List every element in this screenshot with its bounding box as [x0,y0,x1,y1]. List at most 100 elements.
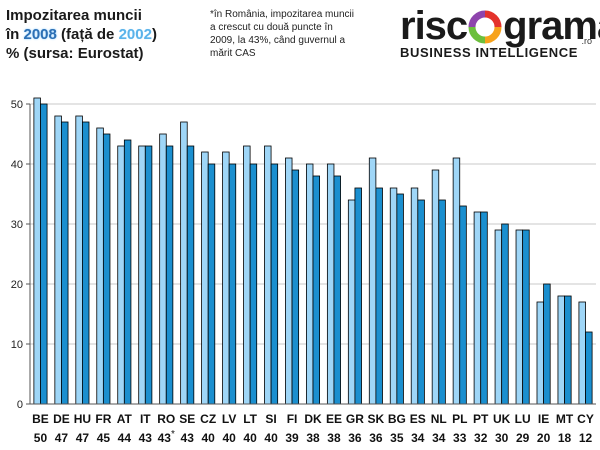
x-tick-label-FR: FR [95,412,111,426]
footnote: *în România, impozitarea muncii a crescu… [210,9,354,59]
bar-2008-FR [102,133,111,405]
bar-2008-IE [543,283,551,405]
bar-2008-GR [354,187,362,405]
bar-2008-LV [228,163,237,405]
value-label-ES: 34 [411,431,425,445]
y-tick-label: 40 [11,159,23,171]
x-tick-label-MT: MT [556,412,574,426]
bar-2008-DK [312,175,320,405]
x-tick-label-EE: EE [326,412,342,426]
bar-2002-DK [305,163,314,405]
y-tick-label: 50 [11,99,23,111]
riscograma-logo: risc grama .ro BUSINESS INTELLIGENCE [398,4,600,64]
bar-2002-CZ [201,151,209,405]
bar-2002-PL [452,157,461,405]
value-label-BE: 50 [34,431,48,445]
x-tick-label-BE: BE [32,412,49,426]
bar-2002-EE [326,163,335,405]
bar-2008-CZ [207,163,216,405]
title-prefix: în [6,26,24,43]
value-label-LT: 40 [243,431,257,445]
bar-2002-UK [494,229,503,405]
value-label-PT: 32 [474,431,488,445]
x-tick-label-PT: PT [473,412,489,426]
bar-2008-UK [501,223,509,405]
value-label-SE: 43 [181,431,195,445]
bar-2002-BG [389,187,398,405]
logo-word-right: grama [503,4,600,48]
x-tick-label-UK: UK [493,412,511,426]
bar-2008-MT [564,295,572,405]
bar-2002-LT [243,145,251,405]
bar-2002-GR [347,199,356,405]
logo-domain: .ro [581,36,592,46]
value-label-LV: 40 [222,431,236,445]
title-line-3: % (sursa: Eurostat) [6,45,144,62]
bar-2002-RO [159,133,167,405]
bar-2008-IT [144,145,153,405]
bar-2008-RO [165,145,174,405]
x-tick-label-HU: HU [74,412,91,426]
x-tick-label-CZ: CZ [200,412,216,426]
bar-2002-FI [285,157,293,405]
bar-2002-PT [473,211,482,405]
bar-2008-SI [270,163,279,405]
value-label-EE: 38 [327,431,341,445]
title-year-2008: 2008 [23,26,57,43]
value-label-DE: 47 [55,431,69,445]
bars [33,97,593,405]
x-tick-label-LV: LV [222,412,236,426]
x-tick-label-SI: SI [265,412,276,426]
value-label-MT: 18 [558,431,572,445]
bar-2002-NL [431,169,440,405]
bar-2008-BE [40,103,48,405]
value-label-GR: 36 [348,431,362,445]
x-tick-label-DE: DE [53,412,70,426]
bar-2008-DE [61,121,69,405]
bar-2002-SE [180,121,188,405]
bar-2002-BE [33,97,41,405]
bar-2002-ES [410,187,419,405]
bar-2002-IT [138,145,146,405]
bar-2002-MT [557,295,565,405]
value-label-CZ: 40 [202,431,216,445]
value-label-DK: 38 [306,431,320,445]
bar-2002-SI [264,145,272,405]
bar-2008-ES [417,199,425,405]
bar-2008-AT [123,139,132,405]
x-tick-label-NL: NL [431,412,447,426]
bar-2002-LV [222,151,230,405]
value-label-HU: 47 [76,431,90,445]
title-mid: (față de [56,26,119,43]
value-label-FR: 45 [97,431,111,445]
x-tick-label-ES: ES [410,412,426,426]
y-tick-label: 20 [11,279,23,291]
bar-2008-SE [186,145,195,405]
bar-2002-IE [536,301,544,405]
logo-tagline: BUSINESS INTELLIGENCE [400,45,579,60]
x-tick-label-DK: DK [304,412,322,426]
value-label-FI: 39 [285,431,299,445]
x-tick-label-IT: IT [140,412,151,426]
bar-2002-FR [96,127,104,405]
bar-2008-PT [480,211,488,405]
bar-2008-LU [522,229,530,405]
value-label-UK: 30 [495,431,509,445]
x-tick-label-BG: BG [388,412,406,426]
bar-2002-AT [117,145,125,405]
bar-2008-CY [585,331,593,405]
bar-2008-LT [249,163,258,405]
y-tick-label: 30 [11,219,23,231]
x-tick-label-FI: FI [287,412,298,426]
x-tick-label-LT: LT [243,412,257,426]
bar-2008-HU [82,121,90,405]
chart-title: Impozitarea muncii în 2008 (față de 2002… [6,6,206,63]
value-label-NL: 34 [432,431,446,445]
y-tick-label: 10 [11,339,23,351]
bar-2008-NL [438,199,446,405]
bar-2002-DE [54,115,62,405]
category-labels: BE 50 DE 47 HU 47 FR 45 AT 44 IT 43 RO 43* SE 43 CZ 40 LV 4… [32,412,594,445]
x-tick-label-PL: PL [452,412,467,426]
bar-2002-HU [75,115,83,405]
y-axis-ticks: 0 10 20 30 40 50 [11,99,30,411]
